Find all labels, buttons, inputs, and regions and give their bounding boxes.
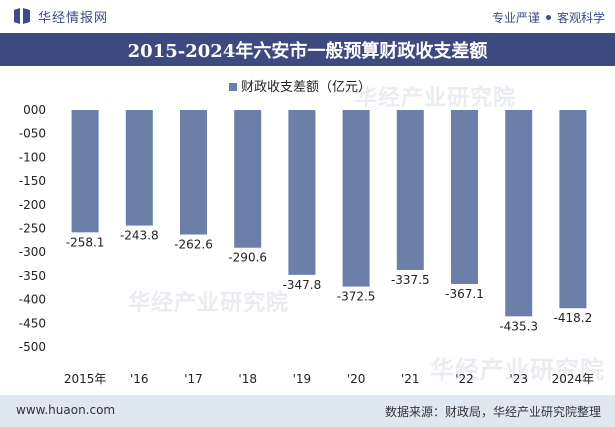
tagline-left: 专业严谨 [491,11,540,25]
x-tick-label: 2015年 [64,372,107,386]
data-label: -262.6 [174,237,213,251]
x-tick-label: '21 [401,372,420,386]
legend-label: 财政收支差额（亿元） [241,80,371,95]
bar [396,110,424,270]
bars [71,110,587,317]
data-label: -258.1 [66,235,105,249]
y-tick-label: 000 [23,103,46,117]
title-bar: 2015-2024年六安市一般预算财政收支差额 [0,33,615,66]
x-tick-label: '18 [238,372,257,386]
brand: 华经情报网 [12,6,108,26]
bar [451,110,478,285]
x-axis: 2015年 '16 '17 '18 '19 '20 '21 '22 '23 2024年 [64,372,594,386]
brand-name: 华经情报网 [38,10,109,26]
y-tick-label: -200 [19,198,46,212]
y-tick-label: -400 [19,293,46,307]
x-tick-label: '22 [455,372,474,386]
bar [559,110,587,309]
tagline-right: 客观科学 [556,11,605,25]
y-tick-label: -350 [19,269,46,283]
legend-swatch [229,83,237,91]
y-tick-label: -500 [19,340,46,354]
bar [180,110,207,235]
bar-chart: 财政收支差额（亿元） 000 -050 -100 -150 -200 -250 -300 -3… [19,80,594,386]
x-tick-label: '20 [347,372,366,386]
watermark: 华经产业研究院 [128,291,290,316]
x-tick-label: 2024年 [552,372,595,386]
bar [505,110,533,317]
x-tick-label: '23 [509,372,528,386]
watermark: 华经产业研究院 [430,356,605,384]
footer-website: www.huaon.com [16,403,116,417]
footer-source: 数据来源：财政局，华经产业研究院整理 [384,405,601,419]
bar [71,110,99,233]
tagline: 专业严谨 客观科学 [492,9,605,26]
data-label: -243.8 [120,229,159,243]
top-bar: 华经情报网 专业严谨 客观科学 [0,0,615,33]
y-tick-label: -150 [19,174,46,188]
data-label: -347.8 [283,278,322,292]
data-label: -367.1 [445,287,484,301]
y-tick-label: -050 [19,127,46,141]
bar [234,110,262,248]
y-tick-label: -100 [19,150,46,164]
y-axis: 000 -050 -100 -150 -200 -250 -300 -350 -400 -450 -… [19,103,46,354]
bar [288,110,316,275]
data-label: -372.5 [337,290,376,304]
data-label: -337.5 [391,273,430,287]
data-label: -290.6 [228,251,267,265]
x-tick-label: '17 [184,372,203,386]
x-tick-label: '19 [293,372,312,386]
huajing-logo-icon [14,8,30,24]
data-label: -418.2 [554,311,593,325]
y-tick-label: -250 [19,222,46,236]
watermark: 华经产业研究院 [355,86,517,111]
bar [342,110,370,287]
x-tick-label: '16 [130,372,149,386]
chart-title: 2015-2024年六安市一般预算财政收支差额 [127,40,488,62]
data-labels: -258.1 -243.8 -262.6 -290.6 -347.8 -372.5 -337… [66,229,592,334]
legend: 财政收支差额（亿元） [229,80,371,95]
y-tick-label: -300 [19,245,46,259]
bar [125,110,153,226]
data-label: -435.3 [499,319,538,333]
footer: www.huaon.com 数据来源：财政局，华经产业研究院整理 [0,395,615,427]
y-tick-label: -450 [19,316,46,330]
dot-separator-icon [545,15,551,20]
